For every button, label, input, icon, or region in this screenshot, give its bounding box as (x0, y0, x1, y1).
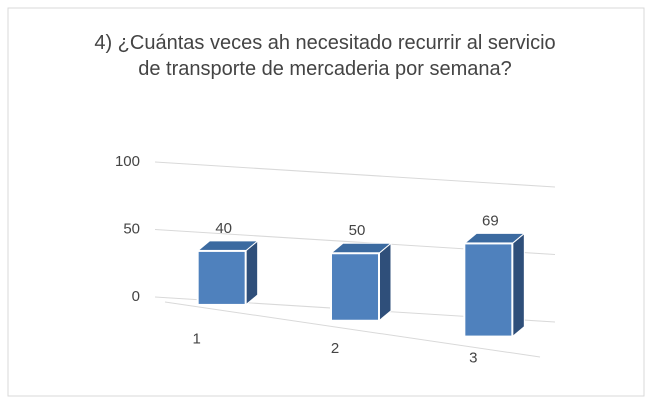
x-tick-label: 2 (331, 340, 339, 357)
data-label: 50 (349, 222, 366, 239)
y-tick-label: 100 (115, 153, 140, 170)
x-axis-line (164, 301, 541, 358)
bar-side (378, 242, 392, 322)
grid-line (154, 161, 556, 188)
chart-title: 4) ¿Cuántas veces ah necesitado recurrir… (94, 32, 556, 80)
bar-side (245, 239, 259, 306)
y-tick-label: 0 (132, 288, 140, 305)
data-label: 40 (215, 220, 232, 237)
y-tick-label: 50 (123, 220, 140, 237)
chart-border (7, 7, 645, 397)
bar-side (511, 232, 525, 338)
x-tick-label: 3 (469, 350, 477, 367)
bar (463, 242, 514, 338)
bar (330, 252, 380, 322)
x-tick-label: 1 (192, 331, 200, 348)
data-label: 69 (482, 212, 499, 229)
bar (196, 249, 247, 306)
